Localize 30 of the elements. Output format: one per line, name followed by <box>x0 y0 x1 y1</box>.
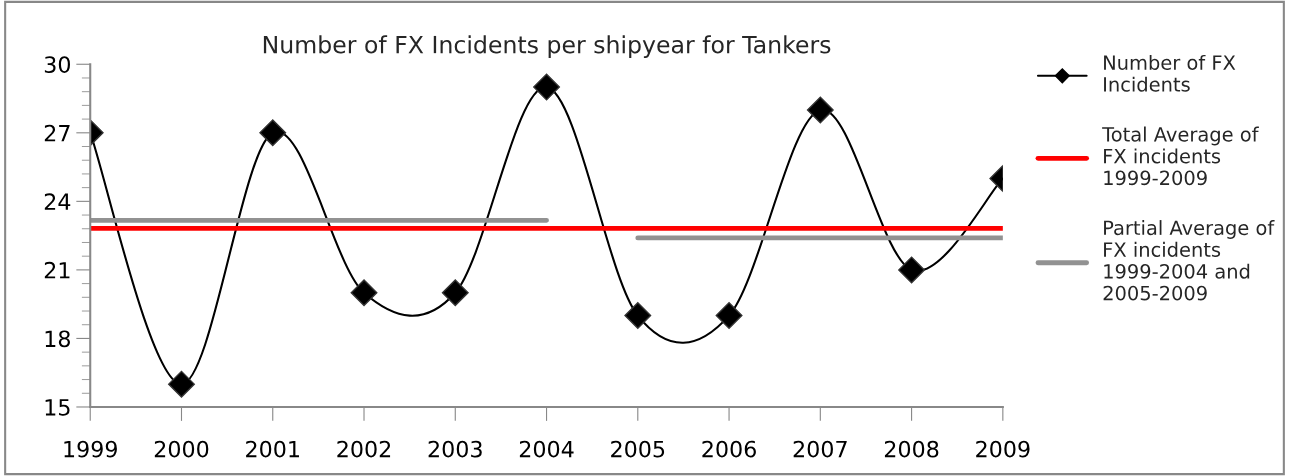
x-tick-label: 2009 <box>976 440 1030 458</box>
x-tick-label: 2001 <box>246 440 299 458</box>
point <box>350 279 378 307</box>
chart-title: Number of FX Incidents per shipyear for Tankers <box>263 35 831 59</box>
x-tick-label: 2007 <box>793 440 847 458</box>
x-tick-label: 2004 <box>519 440 574 458</box>
y-tick-label: 15 <box>45 399 70 416</box>
legend-label: Partial Average of FX incidents 1999-2004 and 2005-2009 <box>1103 220 1275 301</box>
x-tick-label: 2003 <box>428 440 482 458</box>
x-tick-label: 2006 <box>702 440 756 458</box>
y-tick-label: 24 <box>44 193 71 210</box>
point <box>806 96 834 124</box>
y-tick-label: 27 <box>44 124 70 142</box>
point <box>259 119 287 147</box>
x-tick-label: 2000 <box>154 440 209 458</box>
point <box>168 370 195 398</box>
point <box>624 302 652 330</box>
x-tick-label: 2002 <box>337 440 391 458</box>
legend-label: Total Average of FX incidents 1999-2009 <box>1102 126 1259 186</box>
y-tick-label: 18 <box>45 330 70 348</box>
point <box>898 256 926 284</box>
y-tick-label: 21 <box>44 261 70 279</box>
legend-label: Number of FX Incidents <box>1104 54 1236 92</box>
y-tick-label: 30 <box>44 56 70 74</box>
x-tick-label: 2008 <box>884 440 939 458</box>
x-tick-label: 2005 <box>611 440 665 458</box>
point <box>441 279 469 307</box>
point <box>533 73 560 101</box>
point <box>715 302 743 330</box>
x-tick-label: 1999 <box>64 440 117 458</box>
